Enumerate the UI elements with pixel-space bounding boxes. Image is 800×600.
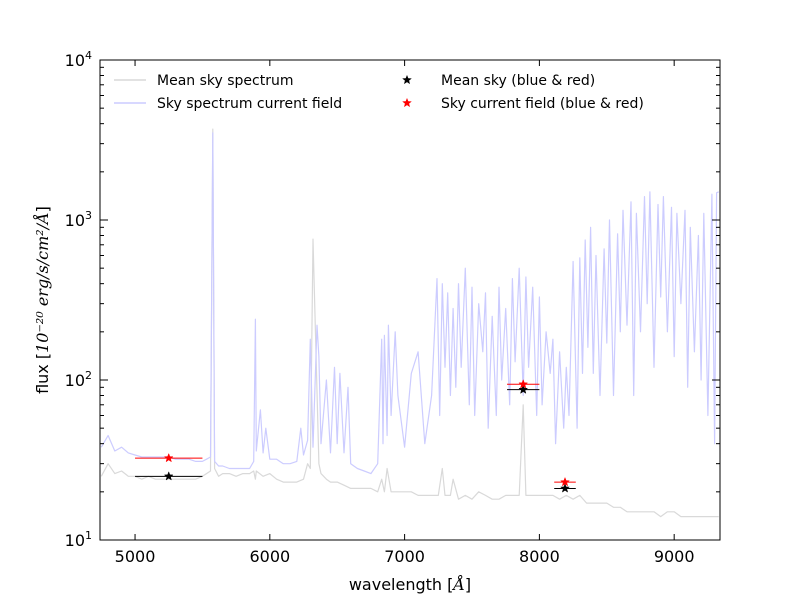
legend-label: Sky current field (blue & red) [441,96,644,112]
x-axis-label: wavelength [Å] [349,574,471,594]
plot-frame [99,59,721,541]
legend-label: Mean sky spectrum [157,73,293,89]
y-axis-label: flux [10⁻²⁰ erg/s/cm²/Å] [32,206,52,394]
series-layer [100,128,719,518]
y-tick-label: 102 [65,369,92,390]
y-tick-label: 103 [65,209,92,230]
legend-label: Mean sky (blue & red) [441,73,595,89]
ticks-layer: 5000 6000 7000 8000 9000 101 102 103 104 [65,49,720,566]
legend: Mean sky spectrum Sky spectrum current fi… [114,73,644,112]
series-line-current-field [100,132,719,475]
legend-star-swatch [402,97,412,108]
legend-label: Sky spectrum current field [157,96,342,112]
x-tick-label: 6000 [249,547,290,566]
x-tick-label: 8000 [519,547,560,566]
y-tick-label: 104 [65,49,92,70]
point-star-mean-sky-2 [560,483,570,493]
y-tick-label: 101 [65,529,92,550]
point-star-current-field-4 [518,379,529,389]
point-star-current-field-5 [560,476,570,487]
point-star-mean-sky-0 [163,471,174,481]
point-star-mean-sky-1 [518,384,529,394]
x-tick-label: 5000 [115,547,156,566]
x-tick-label: 7000 [384,547,425,566]
point-star-current-field-3 [163,452,174,463]
points-layer [135,379,576,493]
legend-star-swatch [402,74,412,85]
x-tick-label: 9000 [654,547,695,566]
